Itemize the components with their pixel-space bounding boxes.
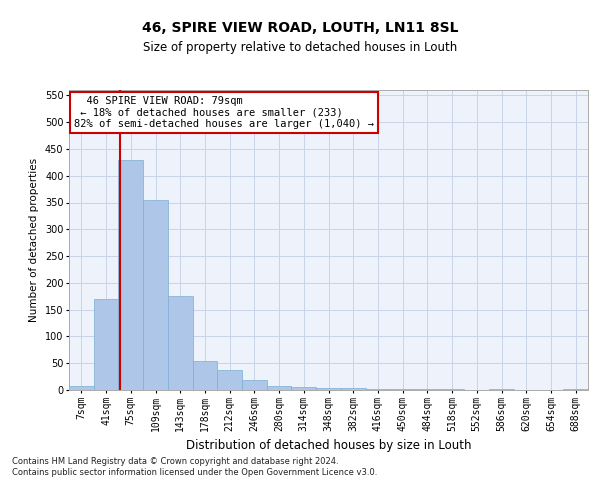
Bar [118, 160, 143, 390]
Text: 46 SPIRE VIEW ROAD: 79sqm
 ← 18% of detached houses are smaller (233)
82% of sem: 46 SPIRE VIEW ROAD: 79sqm ← 18% of detac… [74, 96, 374, 129]
Y-axis label: Number of detached properties: Number of detached properties [29, 158, 39, 322]
Bar [267, 386, 292, 390]
Bar [341, 388, 365, 390]
X-axis label: Distribution of detached houses by size in Louth: Distribution of detached houses by size … [186, 439, 471, 452]
Bar [217, 370, 242, 390]
Bar [316, 388, 341, 390]
Bar [563, 389, 588, 390]
Bar [365, 389, 390, 390]
Bar [242, 380, 267, 390]
Text: Size of property relative to detached houses in Louth: Size of property relative to detached ho… [143, 41, 457, 54]
Bar [193, 360, 217, 390]
Bar [292, 388, 316, 390]
Bar [69, 386, 94, 390]
Text: 46, SPIRE VIEW ROAD, LOUTH, LN11 8SL: 46, SPIRE VIEW ROAD, LOUTH, LN11 8SL [142, 20, 458, 34]
Text: Contains HM Land Registry data © Crown copyright and database right 2024.
Contai: Contains HM Land Registry data © Crown c… [12, 458, 377, 477]
Bar [168, 296, 193, 390]
Bar [94, 299, 118, 390]
Bar [143, 200, 168, 390]
